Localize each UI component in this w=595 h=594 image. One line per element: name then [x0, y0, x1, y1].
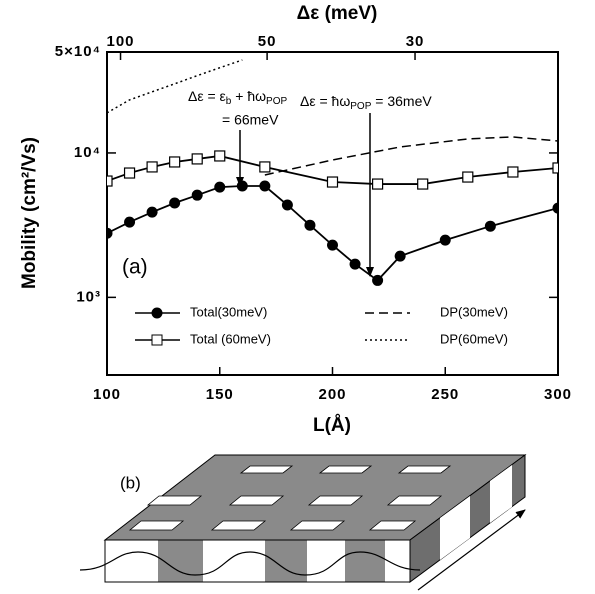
x-tick-label: 150 — [206, 386, 234, 403]
data-point — [281, 199, 293, 211]
annotation-part: = 36meV — [371, 93, 432, 109]
top-tick-label: 50 — [258, 33, 277, 50]
y-tick-label: 5×10⁴ — [55, 43, 101, 60]
x-axis-label: L(Å) — [313, 415, 351, 436]
annotation-part: + ħω — [231, 88, 266, 104]
wave — [79, 551, 421, 576]
squares — [128, 465, 452, 531]
x-tick-label: 100 — [93, 386, 121, 403]
data-point — [394, 250, 406, 262]
annotation: = 66meV — [222, 112, 279, 128]
data-point — [107, 227, 113, 239]
legend-marker — [151, 307, 163, 319]
legend-label: DP(30meV) — [440, 304, 508, 319]
legend-entry: DP(60meV) — [365, 331, 508, 346]
legend-entry: Total (60meV) — [135, 331, 271, 346]
plot-lines — [107, 59, 558, 286]
data-point — [259, 180, 271, 192]
series-line — [107, 59, 243, 114]
y-axis-label: Mobility (cm²/Vs) — [19, 137, 40, 289]
annotation: Δε = εb + ħωPOP — [188, 88, 287, 107]
data-point — [169, 197, 181, 209]
data-point — [439, 234, 451, 246]
side-stripe — [440, 496, 470, 560]
annotation-part: Δε = ħω — [300, 93, 350, 109]
data-point — [349, 258, 361, 270]
data-point — [191, 189, 203, 201]
legend-label: DP(60meV) — [440, 331, 508, 346]
x-tick-label: 200 — [318, 386, 346, 403]
side-stripe — [490, 465, 512, 523]
annotation-part: POP — [266, 96, 287, 107]
front-outline — [104, 539, 411, 583]
data-point — [326, 176, 339, 188]
top-axis-label: Δε (meV) — [297, 3, 378, 24]
data-point — [552, 162, 558, 174]
data-point — [462, 171, 474, 183]
data-point — [124, 216, 136, 228]
annotation: Δε = ħωPOP = 36meV — [300, 93, 432, 112]
data-point — [417, 178, 429, 190]
diagram: (b) — [79, 454, 527, 591]
data-point — [214, 181, 226, 193]
data-point — [169, 156, 181, 168]
legend-entry: Total(30meV) — [135, 304, 267, 319]
series-line — [264, 136, 558, 176]
legend-label: Total (60meV) — [190, 331, 271, 346]
data-point — [372, 274, 384, 286]
y-tick-label: 10³ — [76, 288, 101, 305]
legend-entry: DP(30meV) — [365, 304, 508, 319]
data-point — [484, 220, 496, 232]
data-point — [304, 219, 316, 231]
diagram-label: (b) — [120, 473, 141, 492]
data-point — [146, 206, 158, 218]
top-tick-label: 30 — [406, 33, 425, 50]
data-point — [191, 153, 203, 165]
x-tick-label: 250 — [431, 386, 459, 403]
data-point — [507, 166, 519, 178]
data-point — [327, 239, 338, 251]
data-point — [123, 167, 136, 179]
data-point — [146, 161, 158, 173]
annotation-part: Δε = ε — [188, 88, 226, 104]
panel-label: (a) — [122, 256, 148, 279]
top-tick-label: 100 — [107, 33, 135, 50]
data-point — [552, 202, 558, 214]
legend-marker — [151, 334, 163, 346]
annotation-part: POP — [350, 101, 371, 112]
legend-label: Total(30meV) — [190, 304, 267, 319]
data-point — [107, 175, 113, 187]
front-stripes — [158, 540, 385, 582]
y-tick-label: 10⁴ — [74, 144, 101, 161]
x-tick-label: 300 — [544, 386, 572, 403]
annotation-part: b — [226, 96, 232, 107]
data-point — [372, 178, 384, 190]
data-point — [214, 150, 226, 162]
data-point — [259, 161, 271, 173]
direction-arrow — [417, 509, 526, 591]
data-point — [236, 180, 248, 192]
